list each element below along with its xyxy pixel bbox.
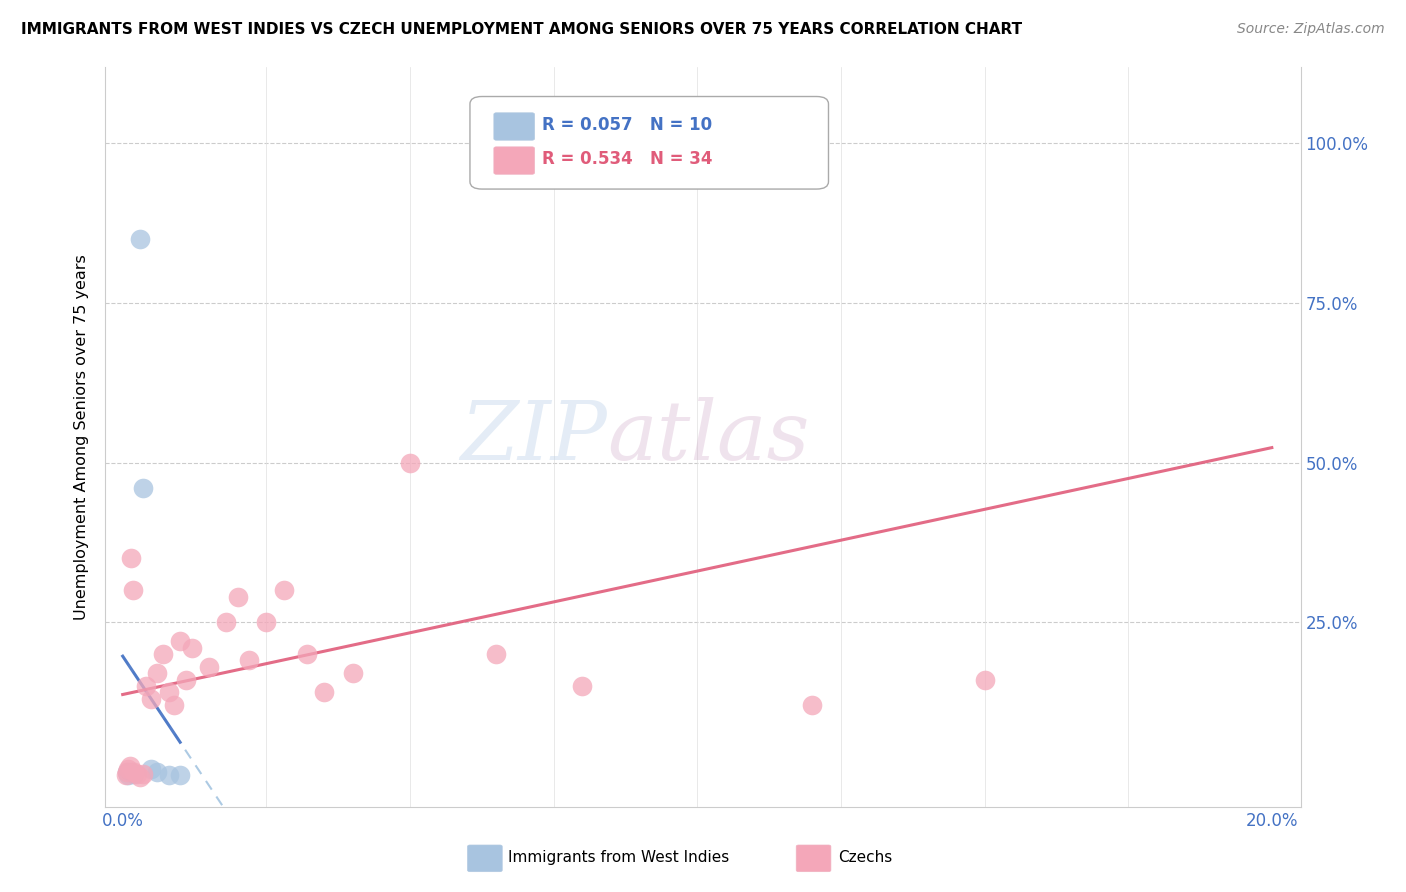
Text: Immigrants from West Indies: Immigrants from West Indies bbox=[508, 850, 730, 865]
Point bbox=[120, 551, 142, 566]
Point bbox=[141, 691, 163, 706]
Text: R = 0.057   N = 10: R = 0.057 N = 10 bbox=[541, 116, 711, 135]
Point bbox=[122, 583, 145, 598]
Point bbox=[117, 765, 139, 780]
Point bbox=[801, 698, 824, 713]
Point bbox=[157, 685, 180, 699]
Point bbox=[132, 767, 155, 781]
Point bbox=[117, 768, 139, 782]
Text: ZIP: ZIP bbox=[461, 397, 607, 477]
Point bbox=[146, 765, 169, 780]
Point bbox=[157, 768, 180, 782]
Point bbox=[118, 758, 141, 772]
Point bbox=[342, 666, 364, 681]
Point bbox=[163, 698, 186, 713]
Point bbox=[114, 768, 136, 782]
FancyBboxPatch shape bbox=[468, 845, 502, 871]
Text: R = 0.534   N = 34: R = 0.534 N = 34 bbox=[541, 151, 713, 169]
Point bbox=[122, 765, 145, 780]
Point bbox=[312, 685, 335, 699]
Y-axis label: Unemployment Among Seniors over 75 years: Unemployment Among Seniors over 75 years bbox=[75, 254, 90, 620]
FancyBboxPatch shape bbox=[494, 112, 534, 140]
Point bbox=[120, 765, 142, 780]
Point bbox=[238, 653, 260, 667]
Point bbox=[174, 673, 197, 687]
Point bbox=[215, 615, 238, 630]
Point bbox=[254, 615, 277, 630]
Text: IMMIGRANTS FROM WEST INDIES VS CZECH UNEMPLOYMENT AMONG SENIORS OVER 75 YEARS CO: IMMIGRANTS FROM WEST INDIES VS CZECH UNE… bbox=[21, 22, 1022, 37]
Point bbox=[169, 768, 191, 782]
Text: atlas: atlas bbox=[607, 397, 810, 477]
Point bbox=[135, 679, 157, 693]
Point bbox=[198, 660, 221, 674]
Point bbox=[399, 456, 422, 470]
Point bbox=[686, 136, 709, 151]
Point bbox=[180, 640, 202, 655]
Point bbox=[146, 666, 169, 681]
FancyBboxPatch shape bbox=[796, 845, 831, 871]
Point bbox=[117, 762, 139, 776]
Point bbox=[129, 232, 152, 246]
Point bbox=[295, 647, 318, 661]
Point bbox=[169, 634, 191, 648]
Point bbox=[129, 770, 152, 784]
Text: Czechs: Czechs bbox=[838, 850, 893, 865]
Point bbox=[973, 673, 995, 687]
Point bbox=[141, 762, 163, 776]
Point bbox=[122, 767, 145, 781]
Text: Source: ZipAtlas.com: Source: ZipAtlas.com bbox=[1237, 22, 1385, 37]
Point bbox=[226, 590, 249, 604]
Point bbox=[571, 679, 593, 693]
Point bbox=[273, 583, 295, 598]
Point bbox=[152, 647, 174, 661]
Point bbox=[125, 767, 148, 781]
FancyBboxPatch shape bbox=[470, 96, 828, 189]
Point bbox=[485, 647, 508, 661]
Point bbox=[117, 765, 139, 780]
Point bbox=[132, 481, 155, 495]
FancyBboxPatch shape bbox=[494, 147, 534, 174]
